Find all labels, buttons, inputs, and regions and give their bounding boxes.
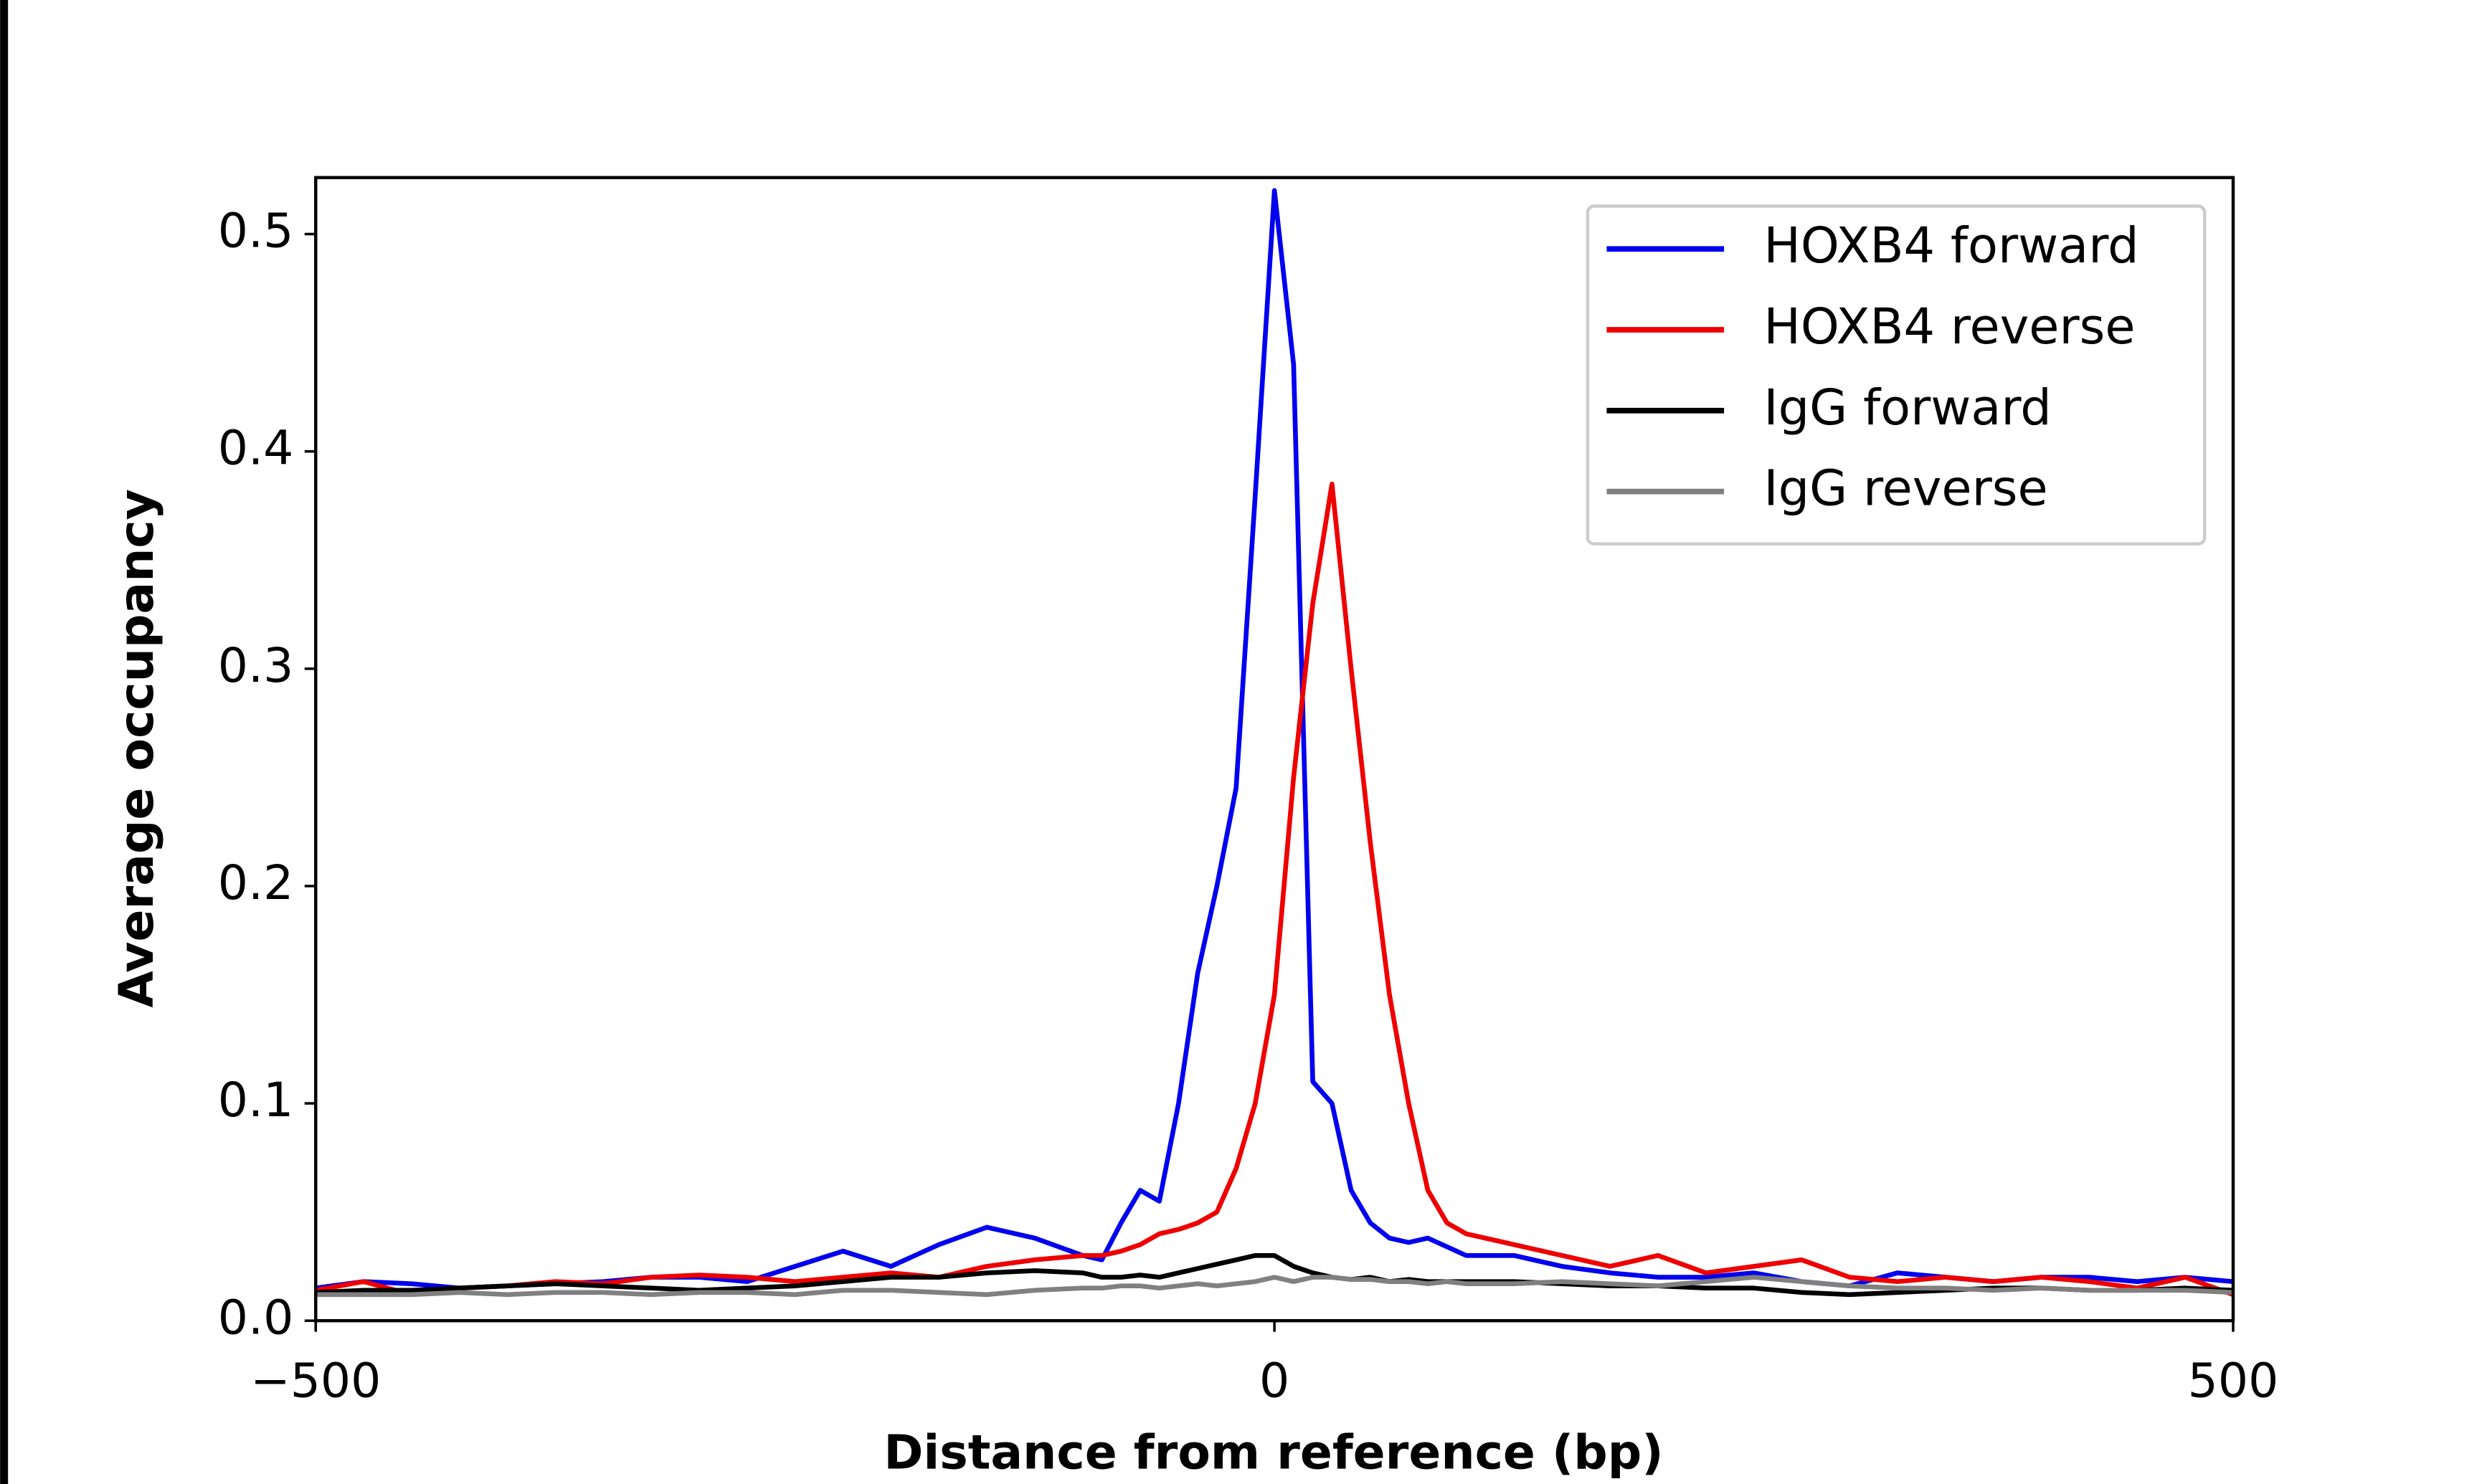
legend-label: HOXB4 reverse [1763,298,2135,356]
plot-frame [314,176,2235,1323]
y-axis-label: Average occupancy [108,489,164,1008]
x-tick-label: 500 [2188,1353,2279,1409]
legend-label: IgG forward [1763,379,2051,437]
y-tick-label: 0.0 [218,1289,293,1345]
series-line [316,481,2234,1298]
y-tick-label: 0.1 [218,1072,293,1128]
y-tick-label: 0.2 [218,855,293,910]
edge-bar [0,0,9,1484]
x-tick-label: −500 [250,1353,381,1409]
x-tick-label: 0 [1259,1353,1289,1409]
legend: HOXB4 forward HOXB4 reverse IgG forward IgG… [1586,204,2207,546]
series-line [316,1275,2234,1298]
x-axis-label: Distance from reference (bp) [884,1424,1663,1480]
legend-label: IgG reverse [1763,460,2047,518]
legend-label: HOXB4 forward [1763,217,2138,275]
y-tick-label: 0.5 [218,203,293,259]
y-tick-label: 0.3 [218,637,293,693]
y-tick-label: 0.4 [218,420,293,476]
legend-box [1586,204,2207,546]
series-line [316,1252,2234,1298]
